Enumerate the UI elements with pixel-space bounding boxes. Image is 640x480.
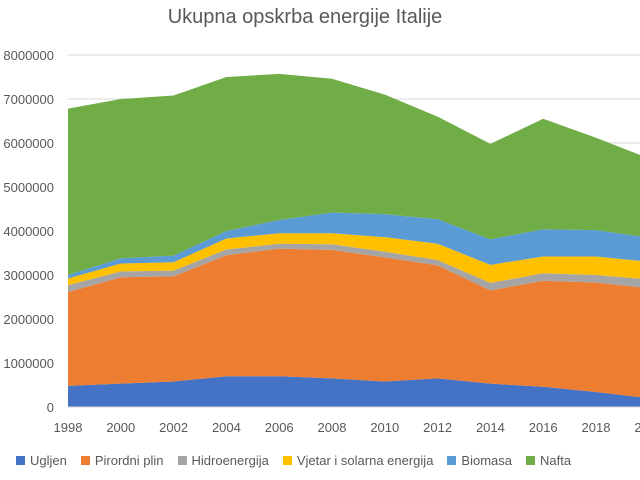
chart-title: Ukupna opskrba energije Italije	[167, 6, 443, 28]
x-tick-label: 2020	[634, 420, 640, 435]
legend-label: Ugljen	[30, 453, 67, 468]
legend-swatch	[16, 456, 25, 465]
y-tick-label: 8000000	[3, 48, 54, 63]
legend-label: Nafta	[540, 453, 572, 468]
legend-label: Vjetar i solarna energija	[296, 453, 434, 468]
legend: Ugljen Pirordni plin Hidroenergija Vjetar i…	[16, 453, 585, 468]
x-tick-label: 2018	[582, 420, 611, 435]
x-tick-label: 2014	[476, 420, 505, 435]
x-tick-label: 2016	[529, 420, 558, 435]
legend-item: Vjetar i solarna energija	[282, 453, 434, 468]
area-pirordni-plin	[68, 248, 640, 398]
legend-swatch	[282, 456, 292, 465]
legend-label: Biomasa	[461, 453, 512, 468]
area-biomasa	[68, 212, 640, 279]
legend-label: Pirordni plin	[94, 453, 164, 468]
area-ugljen	[68, 376, 640, 407]
legend-item: Biomasa	[447, 453, 512, 468]
x-tick-label: 2012	[423, 420, 452, 435]
legend-swatch	[80, 456, 90, 465]
legend-item: Pirordni plin	[80, 453, 164, 468]
area-nafta	[68, 73, 640, 275]
legend-item: Ugljen	[16, 453, 67, 468]
y-tick-label: 3000000	[3, 268, 54, 283]
x-tick-label: 2008	[318, 420, 347, 435]
legend-swatch	[447, 456, 457, 465]
y-tick-label: 6000000	[3, 136, 54, 151]
x-tick-label: 2010	[370, 420, 399, 435]
legend-item: Hidroenergija	[177, 453, 269, 468]
y-tick-label: 0	[47, 400, 54, 415]
y-tick-label: 5000000	[3, 180, 54, 195]
y-tick-label: 2000000	[3, 312, 54, 327]
y-tick-label: 4000000	[3, 224, 54, 239]
x-tick-label: 2002	[159, 420, 188, 435]
legend-swatch	[526, 456, 535, 465]
area-vjetar-i-solarna-energija	[68, 233, 640, 286]
y-tick-label: 1000000	[3, 356, 54, 371]
area-hidroenergija	[68, 243, 640, 293]
x-tick-label: 2006	[265, 420, 294, 435]
y-tick-label: 7000000	[3, 92, 54, 107]
x-tick-label: 2000	[106, 420, 135, 435]
legend-swatch	[177, 456, 187, 465]
legend-label: Hidroenergija	[191, 453, 269, 468]
x-tick-label: 1998	[54, 420, 83, 435]
x-tick-label: 2004	[212, 420, 241, 435]
legend-item: Nafta	[526, 453, 571, 468]
